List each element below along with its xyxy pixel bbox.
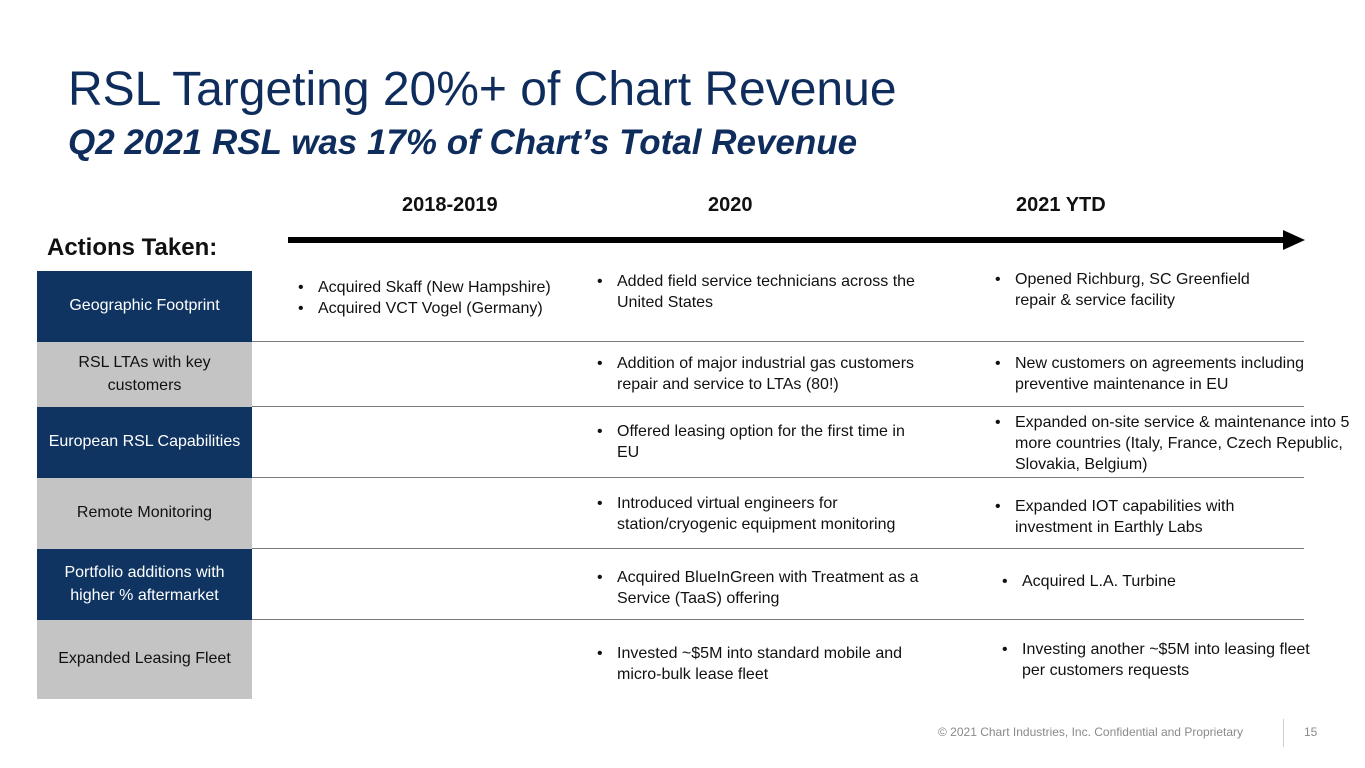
bullet-item: Added field service technicians across t… xyxy=(597,271,927,313)
cell-portfolio-2020: Acquired BlueInGreen with Treatment as a… xyxy=(597,567,927,609)
cell-leasing-2020: Invested ~$5M into standard mobile and m… xyxy=(597,643,912,685)
year-2018-2019: 2018-2019 xyxy=(402,194,498,216)
footer-copyright: © 2021 Chart Industries, Inc. Confidenti… xyxy=(938,725,1244,739)
cell-leasing-2021: Investing another ~$5M into leasing flee… xyxy=(1002,639,1312,681)
row-label-remote-monitoring: Remote Monitoring xyxy=(37,478,252,549)
bullet-item: Expanded on-site service & maintenance i… xyxy=(995,412,1357,475)
cell-remote-2020: Introduced virtual engineers for station… xyxy=(597,493,942,535)
footer-separator xyxy=(1283,719,1284,747)
row-label-rsl-ltas: RSL LTAs with key customers xyxy=(37,342,252,407)
row-divider xyxy=(252,619,1304,620)
bullet-item: Introduced virtual engineers for station… xyxy=(597,493,942,535)
bullet-item: Investing another ~$5M into leasing flee… xyxy=(1002,639,1312,681)
bullet-item: Acquired L.A. Turbine xyxy=(1002,571,1302,592)
row-label-geographic-footprint: Geographic Footprint xyxy=(37,271,252,342)
bullet-item: Invested ~$5M into standard mobile and m… xyxy=(597,643,912,685)
row-divider xyxy=(252,406,1304,407)
bullet-item: Acquired VCT Vogel (Germany) xyxy=(298,298,583,319)
cell-geographic-2020: Added field service technicians across t… xyxy=(597,271,927,313)
row-label-european-rsl: European RSL Capabilities xyxy=(37,407,252,478)
cell-geographic-2018: Acquired Skaff (New Hampshire) Acquired … xyxy=(298,277,583,319)
row-divider xyxy=(252,548,1304,549)
slide-title: RSL Targeting 20%+ of Chart Revenue xyxy=(68,63,897,116)
cell-geographic-2021: Opened Richburg, SC Greenfield repair & … xyxy=(995,269,1295,311)
row-divider xyxy=(252,341,1304,342)
year-2021-ytd: 2021 YTD xyxy=(1016,194,1106,216)
cell-rsl-ltas-2021: New customers on agreements including pr… xyxy=(995,353,1335,395)
bullet-item: Expanded IOT capabilities with investmen… xyxy=(995,496,1295,538)
timeline-arrow-head xyxy=(1283,230,1305,250)
cell-portfolio-2021: Acquired L.A. Turbine xyxy=(1002,571,1302,592)
cell-european-2020: Offered leasing option for the first tim… xyxy=(597,421,927,463)
cell-remote-2021: Expanded IOT capabilities with investmen… xyxy=(995,496,1295,538)
row-label-portfolio-additions: Portfolio additions with higher % afterm… xyxy=(37,549,252,620)
timeline-arrow xyxy=(288,230,1305,250)
slide-subtitle: Q2 2021 RSL was 17% of Chart’s Total Rev… xyxy=(68,123,858,162)
row-label-expanded-leasing-fleet: Expanded Leasing Fleet xyxy=(37,620,252,699)
cell-european-2021: Expanded on-site service & maintenance i… xyxy=(995,412,1357,475)
actions-taken-label: Actions Taken: xyxy=(47,234,218,261)
bullet-item: Acquired Skaff (New Hampshire) xyxy=(298,277,583,298)
bullet-item: Offered leasing option for the first tim… xyxy=(597,421,927,463)
bullet-item: Opened Richburg, SC Greenfield repair & … xyxy=(995,269,1295,311)
bullet-item: Acquired BlueInGreen with Treatment as a… xyxy=(597,567,927,609)
bullet-item: New customers on agreements including pr… xyxy=(995,353,1335,395)
year-2020: 2020 xyxy=(708,194,753,216)
page-number: 15 xyxy=(1304,725,1318,739)
bullet-item: Addition of major industrial gas custome… xyxy=(597,353,957,395)
row-divider xyxy=(252,477,1304,478)
cell-rsl-ltas-2020: Addition of major industrial gas custome… xyxy=(597,353,957,395)
